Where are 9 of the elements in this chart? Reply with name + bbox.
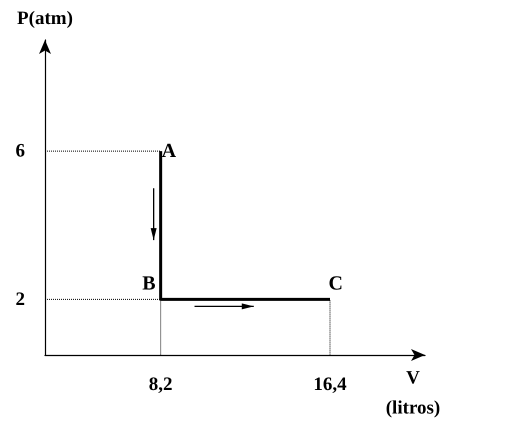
data-label: C bbox=[328, 272, 343, 294]
data-label: B bbox=[142, 272, 156, 294]
data-label: A bbox=[162, 140, 177, 162]
y-axis-title: P(atm) bbox=[17, 8, 73, 29]
y-tick-label: 6 bbox=[16, 140, 25, 162]
x-tick-label: 16,4 bbox=[313, 374, 348, 395]
y-tick-label: 2 bbox=[16, 288, 25, 310]
x-tick-label: 8,2 bbox=[148, 374, 173, 395]
x-axis-title: V (litros) bbox=[386, 368, 440, 418]
